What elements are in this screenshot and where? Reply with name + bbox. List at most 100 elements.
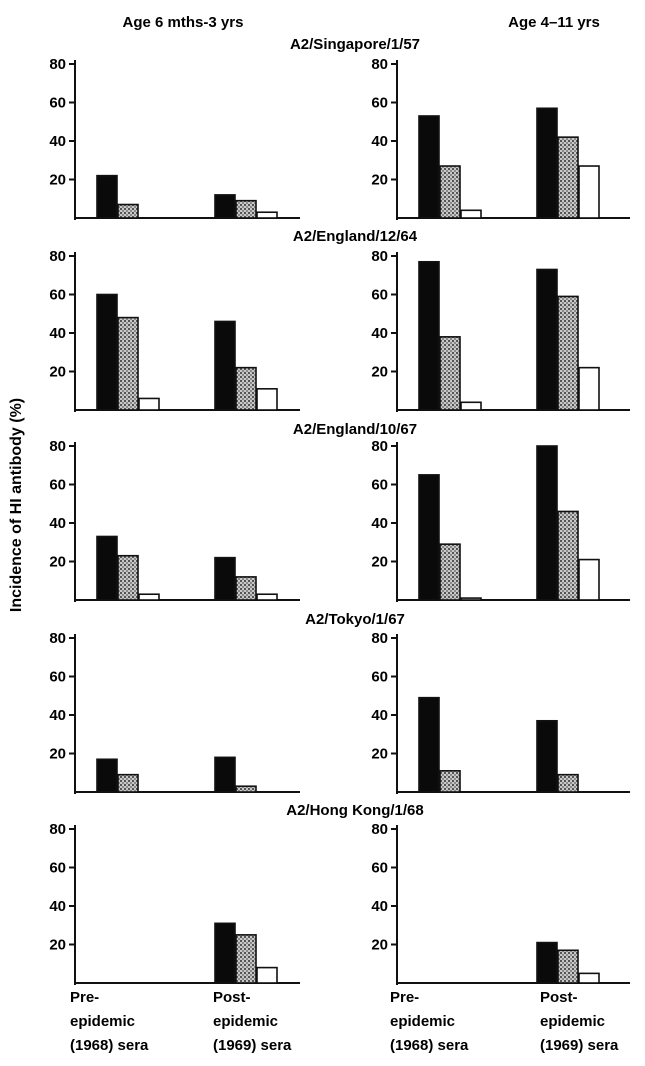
y-tick-label: 40 (49, 707, 66, 724)
panel-title: A2/Hong Kong/1/68 (286, 802, 424, 819)
bar-post-white (256, 211, 278, 219)
bar-post-white (578, 165, 600, 219)
y-tick-label: 40 (371, 707, 388, 724)
y-tick-label: 60 (371, 477, 388, 494)
bar-post-white (578, 972, 600, 984)
panel-title: A2/Singapore/1/57 (290, 36, 420, 53)
y-tick-label: 40 (371, 898, 388, 915)
bar-pre-black (96, 174, 118, 219)
bar-post-black (536, 719, 558, 793)
panel-title: A2/England/10/67 (293, 421, 417, 438)
x-axis-categories: Pre-epidemic (1968) sera Post-epidemic (196… (70, 989, 619, 1054)
y-tick-label: 80 (49, 630, 66, 647)
bar-post-stippled (235, 934, 257, 984)
panel-3: A2/Tokyo/1/67 20 40 60 80 20 40 60 80 (49, 611, 630, 794)
bar-post-black (214, 922, 236, 984)
bar-pre-white (460, 597, 482, 601)
bar-pre-white (138, 397, 160, 411)
bar-post-black (536, 268, 558, 411)
x-category-label: (1969) sera (213, 1037, 292, 1054)
bar-post-white (256, 593, 278, 601)
x-category-label: epidemic (390, 1013, 455, 1030)
x-category-label: Post- (540, 989, 578, 1006)
y-tick-label: 80 (49, 248, 66, 265)
y-tick-label: 80 (371, 821, 388, 838)
y-tick-label: 80 (49, 56, 66, 73)
column-title-young: Age 6 mths-3 yrs (123, 14, 244, 31)
bar-post-stippled (235, 366, 257, 411)
bar-post-black (536, 445, 558, 601)
bar-pre-stippled (117, 554, 139, 601)
bar-pre-white (460, 401, 482, 411)
bar-post-stippled (557, 510, 579, 601)
y-tick-label: 20 (49, 937, 66, 954)
x-category-label: Pre- (390, 989, 419, 1006)
bar-pre-white (460, 209, 482, 219)
y-tick-label: 80 (49, 821, 66, 838)
y-tick-label: 60 (49, 287, 66, 304)
y-tick-label: 60 (49, 477, 66, 494)
panel-4: A2/Hong Kong/1/68 20 40 60 80 20 40 60 80 (49, 802, 630, 985)
y-tick-label: 80 (371, 56, 388, 73)
bar-pre-stippled (439, 770, 461, 793)
bar-pre-black (418, 115, 440, 219)
y-tick-label: 20 (371, 364, 388, 381)
x-category-label: (1968) sera (390, 1037, 469, 1054)
y-tick-label: 20 (371, 554, 388, 571)
bar-post-black (536, 107, 558, 219)
y-tick-label: 40 (49, 133, 66, 150)
panel-title: A2/Tokyo/1/67 (305, 611, 405, 628)
bar-post-white (256, 966, 278, 984)
x-category-label: (1969) sera (540, 1037, 619, 1054)
y-tick-label: 20 (49, 746, 66, 763)
y-tick-label: 20 (49, 364, 66, 381)
y-tick-label: 60 (371, 860, 388, 877)
y-tick-label: 60 (49, 860, 66, 877)
bar-post-black (214, 194, 236, 219)
bar-pre-stippled (439, 543, 461, 601)
bar-pre-black (96, 758, 118, 793)
bar-post-black (536, 941, 558, 984)
y-tick-label: 20 (371, 746, 388, 763)
bar-post-stippled (557, 295, 579, 411)
y-tick-label: 40 (49, 898, 66, 915)
bar-pre-stippled (117, 316, 139, 411)
bar-pre-black (96, 293, 118, 411)
bar-pre-stippled (439, 165, 461, 219)
bar-post-black (214, 556, 236, 601)
y-tick-label: 60 (49, 669, 66, 686)
bar-post-white (256, 388, 278, 411)
y-tick-label: 60 (371, 95, 388, 112)
bar-pre-white (138, 593, 160, 601)
x-category-label: Pre- (70, 989, 99, 1006)
y-tick-label: 20 (49, 172, 66, 189)
x-category-label: epidemic (540, 1013, 605, 1030)
y-tick-label: 60 (371, 287, 388, 304)
x-category-label: Post- (213, 989, 251, 1006)
bar-post-stippled (557, 136, 579, 219)
y-tick-label: 60 (371, 669, 388, 686)
y-tick-label: 20 (371, 937, 388, 954)
panel-0: A2/Singapore/1/57 20 40 60 80 20 40 60 80 (49, 36, 630, 220)
y-tick-label: 40 (371, 515, 388, 532)
panel-1: A2/England/12/64 20 40 60 80 20 40 60 80 (49, 228, 630, 412)
y-tick-label: 40 (371, 325, 388, 342)
bar-pre-black (418, 474, 440, 601)
bar-post-stippled (235, 576, 257, 601)
bar-post-stippled (235, 785, 257, 793)
panel-title: A2/England/12/64 (293, 228, 418, 245)
bar-post-stippled (235, 199, 257, 219)
bar-post-black (214, 320, 236, 411)
y-tick-label: 80 (371, 248, 388, 265)
x-category-label: epidemic (213, 1013, 278, 1030)
bar-pre-black (96, 535, 118, 601)
x-category-label: (1968) sera (70, 1037, 149, 1054)
y-tick-label: 80 (371, 630, 388, 647)
chart-panels: A2/Singapore/1/572040608020406080A2/Engl… (49, 36, 630, 985)
bar-pre-stippled (117, 203, 139, 219)
y-tick-label: 40 (49, 325, 66, 342)
y-tick-label: 60 (49, 95, 66, 112)
y-tick-label: 20 (371, 172, 388, 189)
panel-2: A2/England/10/67 20 40 60 80 20 40 60 80 (49, 421, 630, 602)
